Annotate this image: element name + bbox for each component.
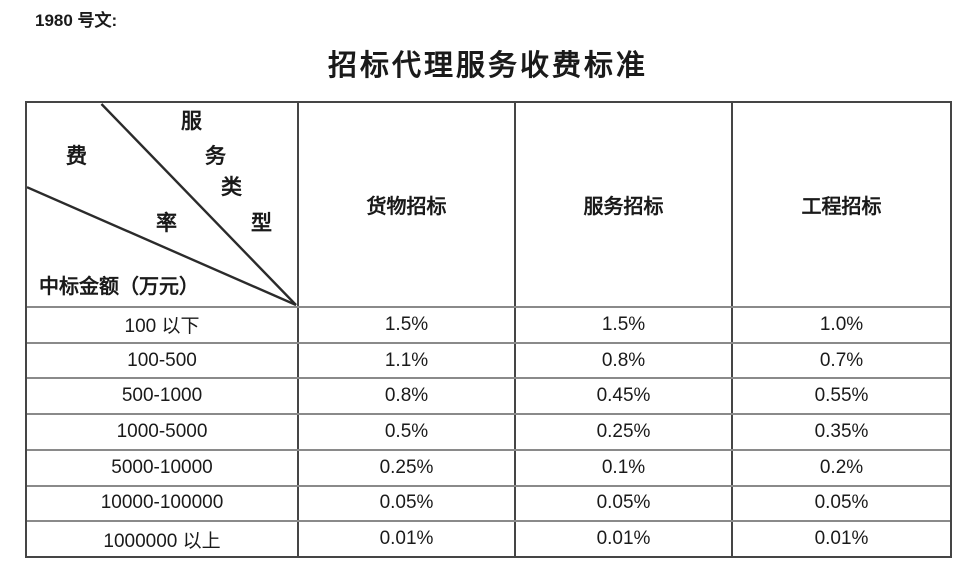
corner-type-char: 服	[181, 109, 202, 133]
rate-cell-engineering: 1.0%	[819, 313, 864, 335]
table-row: 500-1000 0.8% 0.45% 0.55%	[27, 379, 950, 416]
fee-table: 服 务 类 型 费 率 中标金额（万元） 货物招标 服务招标 工程招标 100 …	[25, 101, 952, 558]
table-row: 100-500 1.1% 0.8% 0.7%	[27, 343, 950, 380]
rate-cell-engineering: 0.7%	[819, 349, 864, 371]
amount-range-cell: 100-500	[27, 343, 299, 378]
rate-cell-service: 0.25%	[516, 415, 733, 449]
table-row: 5000-10000 0.25% 0.1% 0.2%	[27, 450, 950, 487]
rate-cell-goods: 0.8%	[299, 379, 516, 414]
column-header-engineering-bidding: 工程招标	[801, 196, 882, 218]
rate-cell-engineering: 0.05%	[814, 492, 869, 514]
amount-range-cell: 500-1000	[27, 379, 299, 414]
rate-cell-engineering: 0.35%	[814, 421, 869, 443]
rate-cell-goods: 0.01%	[299, 522, 516, 557]
diagonal-divider-lines	[27, 103, 297, 306]
amount-range-cell: 5000-10000	[27, 450, 299, 485]
column-header-service-bidding: 服务招标	[516, 103, 733, 306]
corner-rate-char: 费	[66, 144, 87, 168]
rate-cell-service: 0.1%	[516, 450, 733, 485]
corner-type-char: 类	[221, 175, 242, 199]
table-row: 10000-100000 0.05% 0.05% 0.05%	[27, 486, 950, 523]
table-row: 1000-5000 0.5% 0.25% 0.35%	[27, 415, 950, 451]
rate-cell-service: 0.01%	[516, 522, 733, 557]
amount-range-cell: 10000-100000	[27, 486, 299, 521]
rate-cell-goods: 0.5%	[299, 415, 516, 449]
corner-type-char: 务	[205, 144, 226, 168]
table-body: 100 以下 1.5% 1.5% 1.0% 100-500 1.1% 0.8% …	[27, 308, 950, 557]
amount-range-cell: 1000-5000	[27, 415, 299, 449]
rate-cell-engineering: 0.01%	[814, 528, 869, 550]
rate-cell-service: 0.8%	[516, 343, 733, 378]
rate-cell-goods: 0.05%	[299, 486, 516, 521]
corner-cell-rate-vs-type: 服 务 类 型 费 率 中标金额（万元）	[27, 103, 299, 306]
amount-range-cell: 1000000 以上	[27, 522, 299, 557]
amount-range-cell: 100 以下	[27, 308, 299, 342]
corner-rate-char: 率	[156, 211, 177, 235]
column-header-goods-bidding: 货物招标	[299, 103, 516, 306]
table-row: 100 以下 1.5% 1.5% 1.0%	[27, 308, 950, 344]
table-header-row: 服 务 类 型 费 率 中标金额（万元） 货物招标 服务招标 工程招标	[27, 103, 950, 308]
rate-cell-goods: 0.25%	[299, 450, 516, 485]
rate-cell-engineering: 0.2%	[819, 456, 864, 478]
corner-amount-label: 中标金额（万元）	[39, 276, 199, 298]
rate-cell-engineering: 0.55%	[814, 385, 869, 407]
rate-cell-goods: 1.5%	[299, 308, 516, 342]
rate-cell-goods: 1.1%	[299, 343, 516, 378]
page-title: 招标代理服务收费标准	[327, 50, 648, 82]
table-row: 1000000 以上 0.01% 0.01% 0.01%	[27, 522, 950, 557]
rate-cell-service: 0.05%	[516, 486, 733, 521]
rate-cell-service: 1.5%	[516, 308, 733, 342]
doc-number-label: 1980 号文:	[35, 11, 118, 30]
rate-cell-service: 0.45%	[516, 379, 733, 414]
corner-type-char: 型	[251, 211, 272, 235]
